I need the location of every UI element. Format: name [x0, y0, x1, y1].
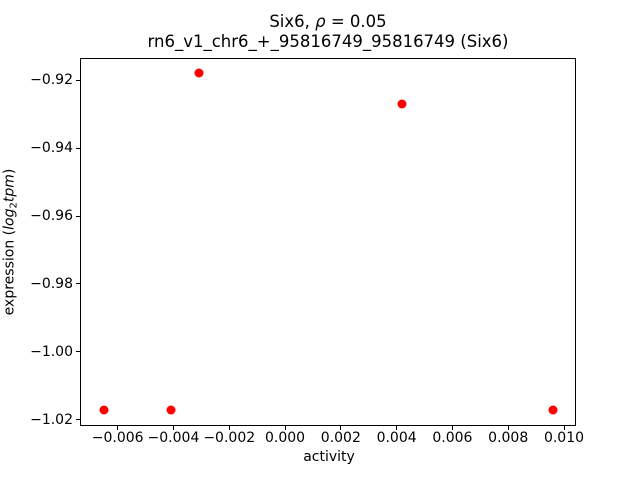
y-axis-label-suffix: ) — [1, 168, 18, 175]
x-tick-mark — [451, 426, 453, 430]
x-tick-label: 0.000 — [264, 430, 306, 446]
x-tick-mark — [396, 426, 398, 430]
y-tick-label: −1.02 — [30, 411, 73, 428]
y-axis-label-subscript: 2 — [8, 202, 20, 209]
y-tick-mark — [76, 351, 80, 353]
x-tick-label: −0.004 — [147, 430, 200, 446]
data-point — [548, 405, 558, 415]
y-axis-label-tpm: tpm — [1, 174, 18, 203]
x-tick-mark — [117, 426, 119, 430]
data-point — [397, 99, 407, 109]
y-tick-label: −0.96 — [30, 208, 73, 224]
y-tick-mark — [76, 283, 80, 285]
data-point — [194, 68, 204, 78]
y-tick-mark — [76, 147, 80, 149]
x-tick-label: 0.010 — [543, 430, 585, 446]
x-tick-label: 0.002 — [320, 430, 361, 446]
data-point — [166, 405, 176, 415]
chart-title: Six6, ρ = 0.05 — [147, 12, 508, 32]
x-tick-mark — [563, 426, 565, 430]
chart-title-suffix: = 0.05 — [325, 12, 387, 31]
y-tick-mark — [76, 79, 80, 81]
x-axis-label: activity — [303, 449, 355, 465]
y-axis-label: expression (log2tpm) — [1, 168, 22, 316]
x-tick-label: 0.004 — [376, 430, 417, 446]
y-axis-label-prefix: expression ( — [1, 229, 18, 316]
chart-title-prefix: Six6, — [269, 12, 316, 31]
x-tick-mark — [228, 426, 230, 430]
x-tick-label: −0.002 — [203, 430, 256, 446]
y-tick-label: −0.92 — [30, 72, 73, 89]
y-tick-label: −1.00 — [30, 343, 73, 360]
chart-title-block: Six6, ρ = 0.05 rn6_v1_chr6_+_95816749_95… — [147, 12, 508, 52]
y-tick-mark — [76, 419, 80, 421]
data-point — [99, 405, 109, 415]
x-tick-label: −0.006 — [91, 430, 144, 446]
chart-subtitle: rn6_v1_chr6_+_95816749_95816749 (Six6) — [147, 32, 509, 51]
y-tick-mark — [76, 215, 80, 217]
x-tick-mark — [507, 426, 509, 430]
x-tick-mark — [172, 426, 174, 430]
y-tick-label: −0.98 — [30, 275, 73, 292]
y-tick-label: −0.94 — [30, 140, 73, 157]
x-tick-label: 0.006 — [432, 430, 473, 446]
x-tick-mark — [340, 426, 342, 430]
rho-symbol: ρ — [315, 12, 326, 31]
plot-area — [80, 58, 576, 426]
x-tick-mark — [284, 426, 286, 430]
x-tick-label: 0.008 — [488, 430, 529, 446]
